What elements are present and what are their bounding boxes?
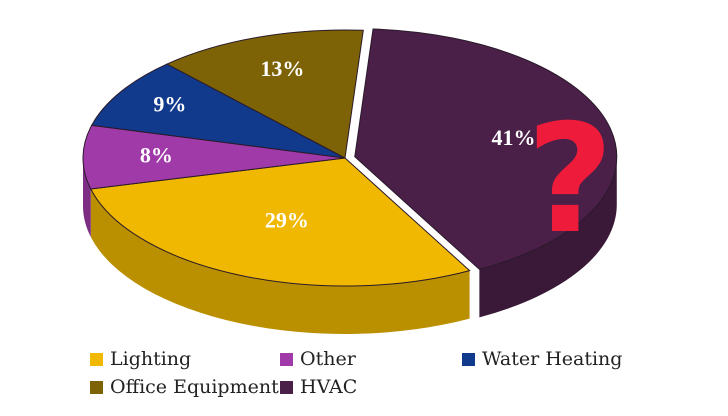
legend-item-hvac: HVAC xyxy=(280,376,357,398)
pie-slice-hvac xyxy=(354,28,618,270)
legend: Lighting Other Water Heating Office Equi… xyxy=(90,348,650,408)
legend-label-hvac: HVAC xyxy=(300,376,358,398)
legend-item-lighting: Lighting xyxy=(90,348,191,370)
pie-side-hvac xyxy=(479,156,617,318)
pie-slice-water-heating xyxy=(90,63,346,159)
pie-side-lighting xyxy=(90,188,470,335)
legend-item-other: Other xyxy=(280,348,356,370)
legend-swatch-hvac xyxy=(280,380,293,394)
legend-item-water-heating: Water Heating xyxy=(462,348,622,370)
data-label-other: 8% xyxy=(140,142,173,167)
legend-swatch-other xyxy=(280,352,293,366)
data-label-lighting: 29% xyxy=(265,207,309,232)
pie-slice-office-equipment xyxy=(165,29,364,159)
pie-chart: 41% 29% 8% 9% 13% ? xyxy=(82,28,618,335)
legend-swatch-office-equipment xyxy=(90,380,103,394)
legend-item-office-equipment: Office Equipment xyxy=(90,376,279,398)
data-label-hvac: 41% xyxy=(492,125,536,150)
legend-swatch-lighting xyxy=(90,352,103,366)
pie-slice-lighting xyxy=(90,157,471,287)
data-label-office-equipment: 13% xyxy=(260,56,304,81)
legend-label-water-heating: Water Heating xyxy=(482,348,623,370)
data-label-water-heating: 9% xyxy=(153,92,186,117)
legend-label-other: Other xyxy=(300,348,356,370)
question-mark-annotation: ? xyxy=(526,93,613,267)
legend-swatch-water-heating xyxy=(462,352,475,366)
legend-label-lighting: Lighting xyxy=(110,348,192,370)
legend-label-office-equipment: Office Equipment xyxy=(110,376,279,398)
pie-side-other xyxy=(83,158,91,237)
pie-slice-other xyxy=(82,124,346,190)
